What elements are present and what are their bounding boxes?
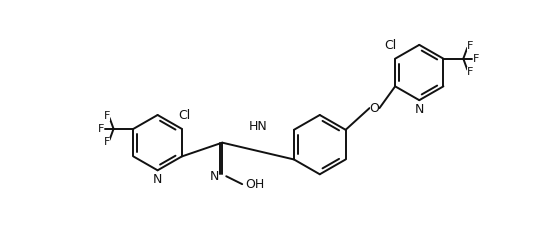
Text: F: F (103, 111, 110, 121)
Text: N: N (210, 170, 219, 183)
Text: F: F (467, 67, 473, 76)
Text: N: N (415, 103, 424, 116)
Text: F: F (467, 41, 473, 51)
Text: OH: OH (246, 178, 265, 191)
Text: HN: HN (249, 120, 268, 133)
Text: F: F (473, 54, 479, 64)
Text: Cl: Cl (179, 109, 191, 123)
Text: F: F (103, 137, 110, 147)
Text: Cl: Cl (384, 39, 397, 52)
Text: N: N (153, 173, 162, 186)
Text: O: O (369, 102, 379, 114)
Text: F: F (97, 124, 104, 134)
